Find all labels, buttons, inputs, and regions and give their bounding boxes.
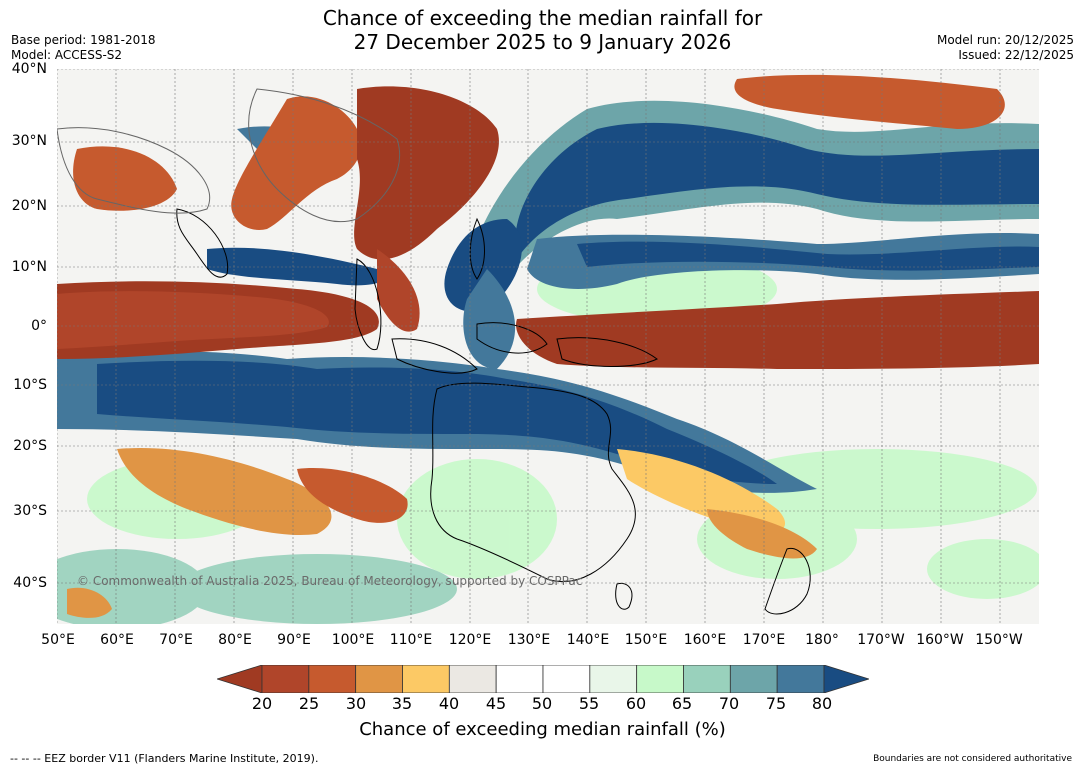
title-line-2: 27 December 2025 to 9 January 2026 <box>353 30 732 54</box>
lon-label: 140°E <box>566 632 610 648</box>
lon-label: 150°E <box>624 632 668 648</box>
lon-label: 100°E <box>331 632 375 648</box>
eez-note: -- -- -- EEZ border V11 (Flanders Marine… <box>10 752 319 765</box>
lon-label: 170°E <box>742 632 786 648</box>
colorbar-tick: 35 <box>391 694 413 713</box>
base-period: Base period: 1981-2018 <box>11 33 156 47</box>
colorbar <box>217 665 869 693</box>
colorbar-tick: 55 <box>578 694 600 713</box>
lat-label: 20°N <box>11 198 47 214</box>
colorbar-cell <box>495 665 544 693</box>
lon-label: 180° <box>805 632 839 648</box>
colorbar-tick: 45 <box>485 694 507 713</box>
lat-label: 0° <box>31 318 47 334</box>
lon-label: 170°W <box>857 632 905 648</box>
colorbar-cell <box>355 665 403 693</box>
lon-label: 70°E <box>159 632 193 648</box>
coastlines <box>57 88 811 615</box>
lat-label: 30°S <box>13 503 47 519</box>
lon-label: 60°E <box>100 632 134 648</box>
lat-label: 10°N <box>11 259 47 275</box>
lat-label: 40°S <box>13 575 47 591</box>
colorbar-cell <box>636 665 684 693</box>
colorbar-tick: 65 <box>671 694 693 713</box>
dry-regions <box>57 74 1039 618</box>
lat-label: 30°N <box>11 133 47 149</box>
map-svg <box>57 69 1039 624</box>
lat-label: 20°S <box>13 438 47 454</box>
colorbar-tick: 70 <box>718 694 740 713</box>
colorbar-cell <box>683 665 731 693</box>
model-name: Model: ACCESS-S2 <box>11 48 123 62</box>
lon-label: 110°E <box>389 632 433 648</box>
lon-label: 160°E <box>683 632 727 648</box>
colorbar-cell <box>776 665 825 693</box>
boundary-disclaimer: Boundaries are not considered authoritat… <box>873 754 1072 764</box>
copyright-notice: © Commonwealth of Australia 2025, Bureau… <box>77 574 583 588</box>
lat-label: 40°N <box>11 61 47 77</box>
colorbar-cell <box>448 665 497 693</box>
colorbar-cell <box>261 665 310 693</box>
colorbar-tick: 25 <box>298 694 320 713</box>
colorbar-tick: 60 <box>625 694 647 713</box>
issued-date: Issued: 22/12/2025 <box>958 48 1074 62</box>
lon-label: 130°E <box>507 632 551 648</box>
colorbar-extend-high <box>823 665 869 693</box>
colorbar-cell <box>402 665 450 693</box>
colorbar-tick: 20 <box>251 694 273 713</box>
lat-label: 10°S <box>13 377 47 393</box>
lon-label: 90°E <box>277 632 311 648</box>
colorbar-tick: 40 <box>438 694 460 713</box>
lon-label: 50°E <box>41 632 75 648</box>
colorbar-label: Chance of exceeding median rainfall (%) <box>359 719 726 740</box>
rainfall-map[interactable] <box>57 69 1039 624</box>
colorbar-cell <box>308 665 357 693</box>
colorbar-cell <box>589 665 638 693</box>
lon-label: 120°E <box>448 632 492 648</box>
lon-label: 150°W <box>975 632 1023 648</box>
graticule <box>57 69 1039 624</box>
colorbar-tick: 30 <box>345 694 367 713</box>
colorbar-tick: 50 <box>531 694 553 713</box>
chart-title: Chance of exceeding the median rainfall … <box>0 6 1085 54</box>
model-run: Model run: 20/12/2025 <box>936 33 1074 47</box>
title-line-1: Chance of exceeding the median rainfall … <box>322 6 763 30</box>
colorbar-cell <box>729 665 778 693</box>
colorbar-extend-low <box>217 665 263 693</box>
lon-label: 80°E <box>218 632 252 648</box>
colorbar-cell <box>542 665 591 693</box>
lon-label: 160°W <box>916 632 964 648</box>
colorbar-tick: 75 <box>765 694 787 713</box>
colorbar-tick: 80 <box>811 694 833 713</box>
